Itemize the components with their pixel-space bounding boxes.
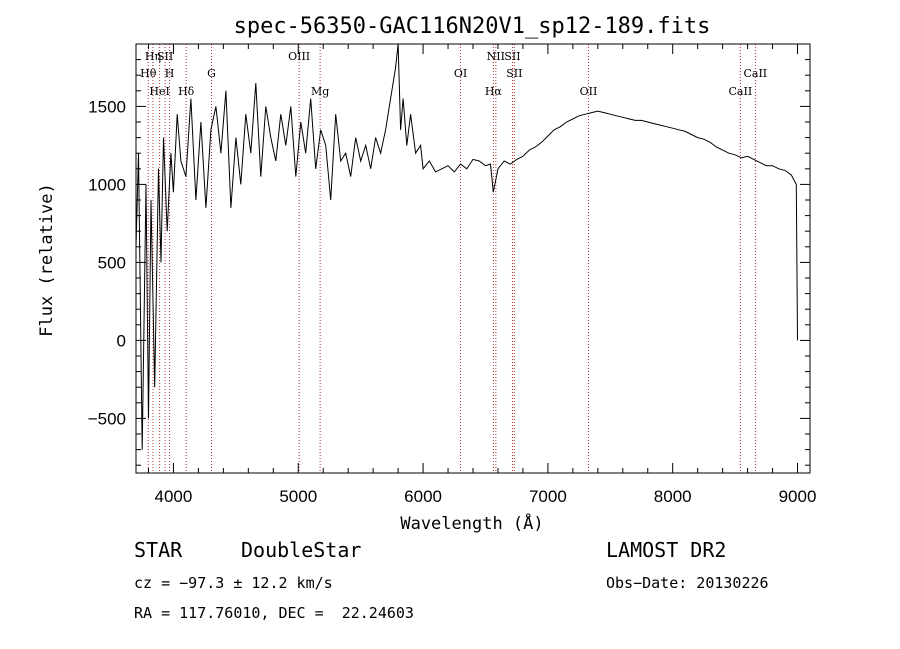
y-tick-label: 1000 [88,175,126,194]
line-label: CaII [743,67,767,80]
line-label: OIII [288,50,310,63]
line-label: CaII [729,85,753,98]
line-label: OI [454,67,467,80]
line-label: SII [157,50,173,63]
line-label: Mg [311,85,329,98]
line-label: Hη [145,50,161,63]
y-tick-label: −500 [88,409,126,428]
y-axis-label: Flux (relative) [37,183,57,337]
observation-date: Obs−Date: 20130226 [606,574,769,592]
y-tick-label: 1500 [88,97,126,116]
x-tick-label: 8000 [654,487,692,506]
x-tick-label: 7000 [529,487,567,506]
object-class: STAR [134,538,183,562]
line-label: SII [506,67,522,80]
line-label: Hδ [178,85,195,98]
line-label: NII [487,50,505,63]
survey-name: LAMOST DR2 [606,538,727,562]
line-label: Hα [485,85,503,98]
x-tick-label: 4000 [155,487,193,506]
plot-frame [135,43,811,474]
line-label: HeI [149,85,169,98]
line-label: H [165,67,175,80]
line-label: SII [504,50,520,63]
x-axis-label: Wavelength (Å) [400,512,543,534]
object-subclass: DoubleStar [241,538,362,562]
y-tick-label: 500 [98,253,126,272]
y-tick-label: 0 [117,331,126,350]
spectrum-line [135,43,798,450]
line-label: G [207,67,216,80]
line-label: Hθ [140,67,157,80]
chart-title: spec-56350-GAC116N20V1_sp12-189.fits [234,14,711,39]
emission-line-markers [147,44,756,473]
x-axis-ticks: 4000 5000 6000 7000 8000 9000 [147,44,817,506]
redshift-cz: cz = −97.3 ± 12.2 km/s [134,574,333,592]
y-axis-ticks: −500 0 500 1000 1500 [88,59,810,466]
x-tick-label: 9000 [779,487,817,506]
x-tick-label: 6000 [404,487,442,506]
x-tick-label: 5000 [279,487,317,506]
line-label: OII [580,85,598,98]
coordinates: RA = 117.76010, DEC = 22.24603 [134,604,414,622]
